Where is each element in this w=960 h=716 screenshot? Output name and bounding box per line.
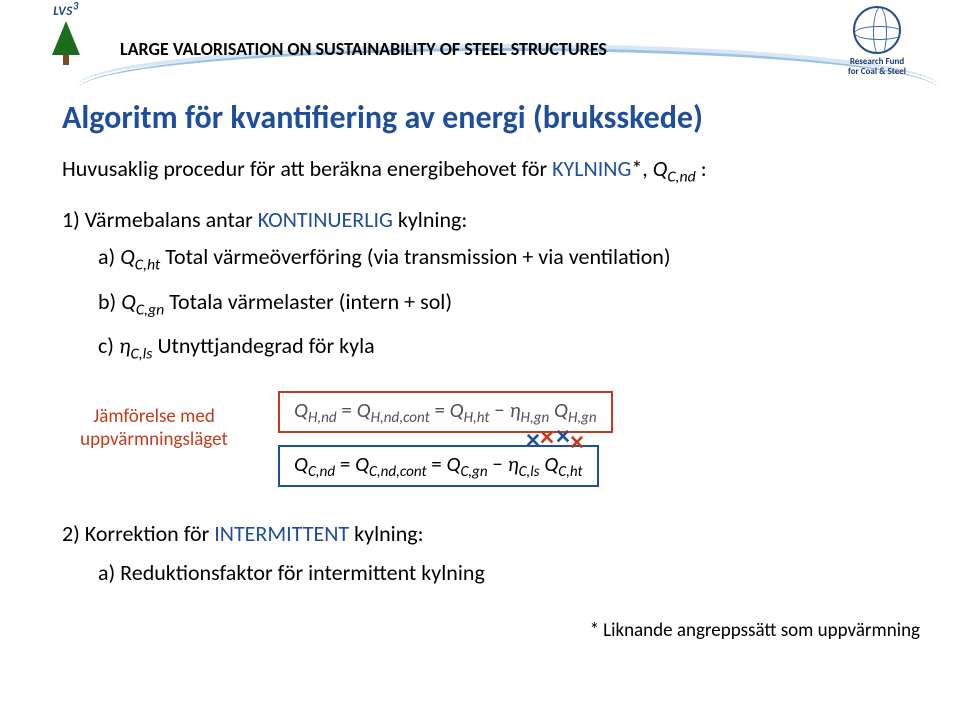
step2-subitems: a) Reduktionsfaktor för intermittent kyl… — [98, 557, 920, 589]
comparison-label: Jämförelse med uppvärmningsläget — [52, 406, 256, 452]
step2-suffix: kylning: — [349, 520, 423, 547]
step1: 1) Värmebalans antar KONTINUERLIG kylnin… — [62, 206, 920, 233]
sub-c-var: η — [119, 332, 131, 359]
compare-l2: uppvärmningsläget — [80, 428, 228, 451]
procedure-line: Huvusaklig procedur för att beräkna ener… — [62, 155, 920, 186]
footnote-asterisk: * — [590, 619, 599, 642]
sub-a-sub: C,ht — [135, 256, 160, 275]
sub-c-sub: C,ls — [131, 344, 153, 363]
step1-subitems: a) QC,ht Total värmeöverföring (via tran… — [98, 241, 920, 366]
slide-content: Algoritm för kvantifiering av energi (br… — [62, 100, 920, 642]
step2-sub-a: a) Reduktionsfaktor för intermittent kyl… — [98, 557, 920, 589]
globe-icon — [853, 6, 901, 54]
sub-b-sub: C,gn — [136, 300, 164, 319]
equation-row-cool: QC,nd = QC,nd,cont = QC,gn − ηC,ls QC,ht — [278, 446, 599, 486]
slide-title: Algoritm för kvantifiering av energi (br… — [62, 100, 920, 137]
step2: 2) Korrektion för INTERMITTENT kylning: … — [62, 520, 920, 589]
slide-header: LVS3 LARGE VALORISATION ON SUSTAINABILIT… — [0, 0, 960, 90]
procedure-keyword: KYLNING — [552, 155, 631, 182]
procedure-prefix: Huvusaklig procedur för att beräkna ener… — [62, 155, 552, 182]
sub-b-after: Totala värmelaster (intern + sol) — [164, 288, 452, 315]
footnote: * Liknande angreppssätt som uppvärmning — [62, 619, 920, 642]
step1-suffix: kylning: — [393, 206, 467, 233]
subitem-a: a) QC,ht Total värmeöverföring (via tran… — [98, 241, 920, 277]
step1-prefix: 1) Värmebalans antar — [62, 206, 258, 233]
tree-trunk-icon — [63, 55, 69, 65]
footnote-text: Liknande angreppssätt som uppvärmning — [603, 619, 920, 642]
subitem-b: b) QC,gn Totala värmelaster (intern + so… — [98, 286, 920, 322]
procedure-var-sub: C,nd — [667, 167, 695, 186]
equation-cool-box: QC,nd = QC,nd,cont = QC,gn − ηC,ls QC,ht — [278, 445, 599, 487]
steps: 1) Värmebalans antar KONTINUERLIG kylnin… — [62, 206, 920, 642]
banner-title: LARGE VALORISATION ON SUSTAINABILITY OF … — [120, 38, 607, 60]
equation-heat-box: QH,nd = QH,nd,cont = QH,ht − ηH,gn QH,gn — [278, 391, 613, 433]
tree-icon — [52, 21, 80, 55]
compare-l1: Jämförelse med — [93, 405, 215, 428]
equation-row-heat: QH,nd = QH,nd,cont = QH,ht − ηH,gn QH,gn — [278, 392, 613, 432]
procedure-var: Q — [653, 155, 668, 182]
rfcs-logo: Research Fund for Coal & Steel — [832, 6, 922, 77]
step2-prefix: 2) Korrektion för — [62, 520, 214, 547]
sub-a-var: Q — [120, 243, 135, 270]
subitem-c: c) ηC,ls Utnyttjandegrad för kyla — [98, 330, 920, 366]
step1-keyword: KONTINUERLIG — [258, 206, 393, 233]
sub-c-before: c) — [98, 332, 119, 359]
sub-a-before: a) — [98, 243, 120, 270]
comparison-block: Jämförelse med uppvärmningsläget QH,nd =… — [62, 392, 920, 500]
slide-title-text: Algoritm för kvantifiering av energi (br… — [62, 98, 703, 137]
step2-keyword: INTERMITTENT — [214, 520, 349, 547]
sub-b-before: b) — [98, 288, 121, 315]
lvs-label: LVS — [53, 4, 73, 19]
lvs-logo: LVS3 — [38, 0, 94, 56]
sub-a-after: Total värmeöverföring (via transmission … — [160, 243, 670, 270]
sub-b-var: Q — [121, 288, 136, 315]
procedure-suffix1: *, — [631, 155, 652, 182]
lvs-logo-text: LVS3 — [53, 4, 79, 19]
lvs-sup: 3 — [73, 0, 79, 13]
sub-c-after: Utnyttjandegrad för kyla — [152, 332, 374, 359]
procedure-suffix2: : — [696, 155, 707, 182]
rfcs-line2: for Coal & Steel — [832, 67, 922, 77]
